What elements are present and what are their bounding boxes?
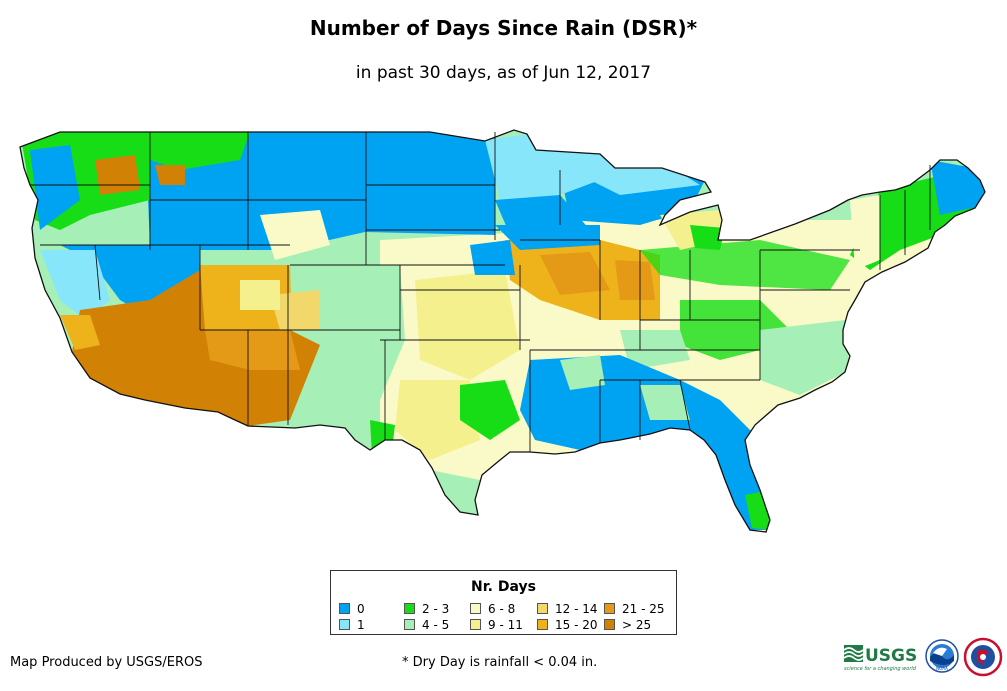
legend-swatch <box>470 603 481 614</box>
legend-swatch <box>339 603 350 614</box>
usgs-tagline: science for a changing world <box>844 666 917 672</box>
legend: Nr. Days 0 1 2 - 3 4 - 5 6 - 8 9 - 11 12… <box>330 570 677 635</box>
legend-swatch <box>339 619 350 630</box>
legend-swatch <box>404 619 415 630</box>
legend-label: 0 <box>357 602 365 616</box>
legend-label: 9 - 11 <box>488 618 523 632</box>
usgs-logo-text: USGS <box>865 646 917 666</box>
legend-item: 15 - 20 <box>537 619 598 631</box>
legend-label: 1 <box>357 618 365 632</box>
legend-label: 6 - 8 <box>488 602 516 616</box>
legend-item: 9 - 11 <box>470 619 523 631</box>
dry-day-note: * Dry Day is rainfall < 0.04 in. <box>402 655 598 670</box>
legend-swatch <box>470 619 481 630</box>
legend-label: 21 - 25 <box>622 602 665 616</box>
legend-item: 4 - 5 <box>404 619 449 631</box>
legend-swatch <box>537 619 548 630</box>
legend-swatch <box>404 603 415 614</box>
usgs-logo: USGS science for a changing world <box>843 645 917 672</box>
legend-label: > 25 <box>622 618 652 632</box>
legend-item: 2 - 3 <box>404 603 449 615</box>
legend-label: 12 - 14 <box>555 602 598 616</box>
legend-item: 12 - 14 <box>537 603 598 615</box>
legend-swatch <box>604 619 615 630</box>
nws-logo <box>963 637 1003 677</box>
noaa-logo-text: NOAA <box>936 666 948 671</box>
legend-label: 2 - 3 <box>422 602 450 616</box>
legend-label: 4 - 5 <box>422 618 450 632</box>
map-title: Number of Days Since Rain (DSR)* <box>309 16 698 40</box>
legend-item: > 25 <box>604 619 651 631</box>
map-credit: Map Produced by USGS/EROS <box>10 655 203 670</box>
legend-item: 6 - 8 <box>470 603 515 615</box>
legend-title: Nr. Days <box>471 579 536 595</box>
map-subtitle: in past 30 days, as of Jun 12, 2017 <box>355 63 652 83</box>
legend-item: 21 - 25 <box>604 603 665 615</box>
noaa-logo: NOAA <box>925 639 959 673</box>
legend-item: 1 <box>339 619 365 631</box>
legend-swatch <box>604 603 615 614</box>
legend-swatch <box>537 603 548 614</box>
legend-label: 15 - 20 <box>555 618 598 632</box>
legend-item: 0 <box>339 603 365 615</box>
